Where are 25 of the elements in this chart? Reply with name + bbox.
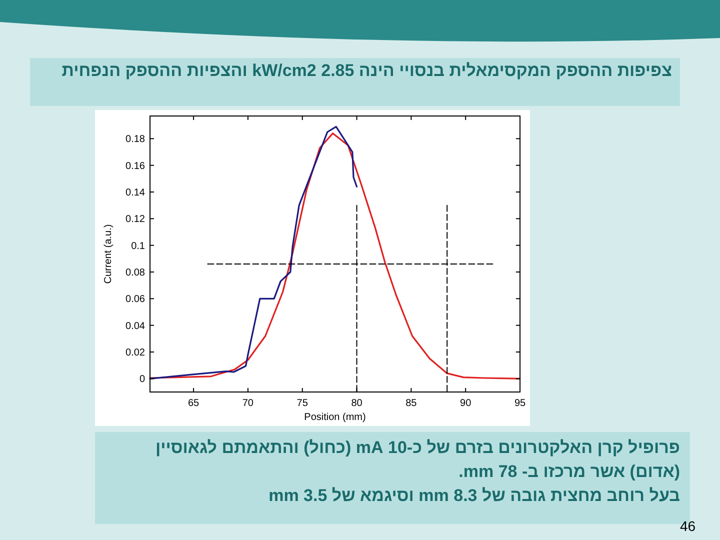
x-tick-label: 70: [242, 398, 254, 409]
y-tick-label: 0.04: [126, 320, 146, 332]
x-tick-label: 90: [460, 398, 472, 409]
y-tick-label: 0.16: [126, 160, 146, 172]
text: 46: [680, 518, 696, 534]
chart-title: צפיפות ההספק המקסימאלית בנסויי הינה 2.85 kW/cm2 והצפיות ההספק הנפחית: [30, 58, 680, 106]
x-tick-label: 65: [188, 398, 200, 409]
y-axis-title: Current (a.u.): [103, 224, 114, 284]
x-tick-label: 85: [406, 398, 418, 409]
y-tick-label: 0.1: [131, 240, 146, 252]
text: פרופיל קרן האלקטרונים בזרם של כ-10 mA (כחול) והתאמתם לגאוסיין (אדום) אשר מרכזו ב- 78 mm.: [154, 437, 680, 483]
y-tick-label: 0.02: [126, 348, 146, 358]
line-series: [149, 132, 521, 380]
y-tick-label: 0.14: [126, 188, 146, 198]
x-tick-label: 95: [514, 398, 526, 409]
y-tick-label: 0: [139, 374, 146, 386]
x-tick-label: 75: [296, 398, 308, 409]
x-axis-title: Position (mm): [304, 412, 366, 423]
y-tick-label: 0.08: [126, 268, 146, 278]
text: בעל רוחב מחצית גובה של 8.3 mm וסיגמא של 3.5 mm: [268, 485, 680, 507]
y-tick-label: 0.18: [126, 134, 146, 146]
y-tick-label: 0.12: [126, 214, 146, 226]
x-tick-label: 80: [351, 398, 363, 409]
y-tick-label: 0.06: [126, 294, 146, 306]
line-series: [149, 126, 358, 380]
